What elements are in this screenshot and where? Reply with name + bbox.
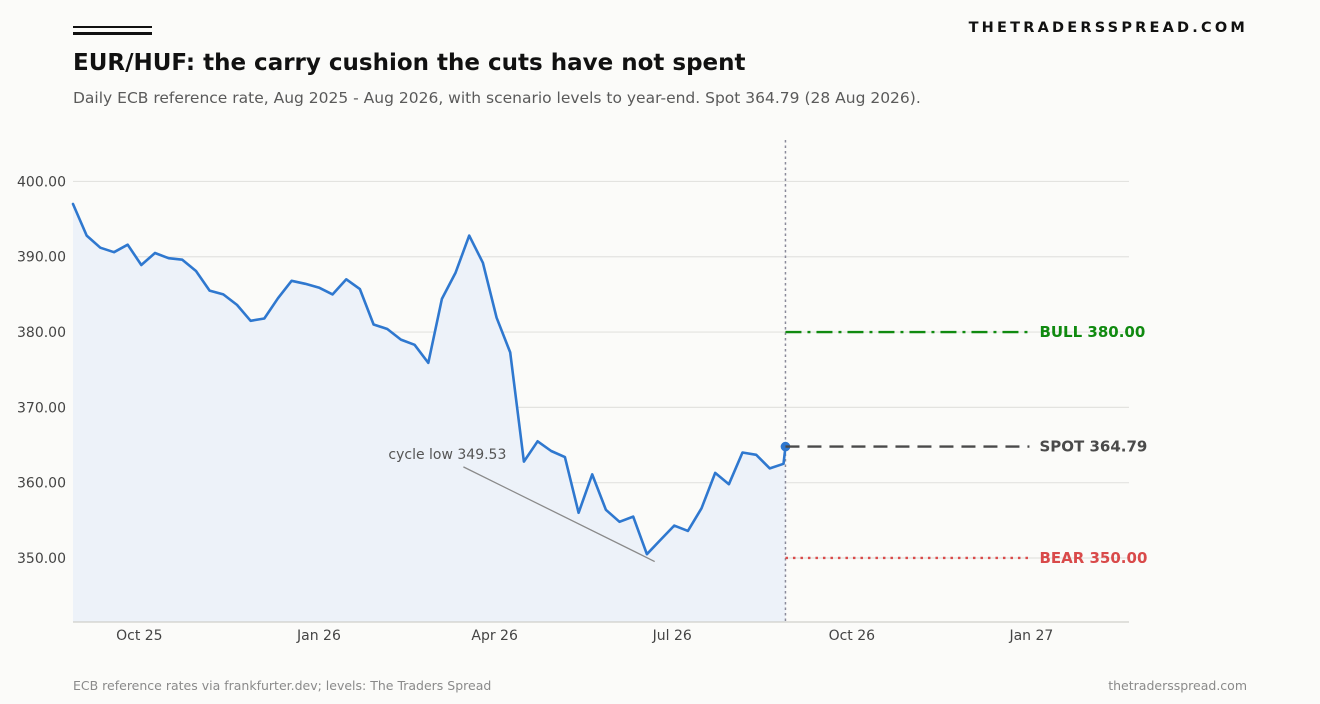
annotations: cycle low 349.53 [388, 447, 655, 563]
annotation-cycle-low: cycle low 349.53 [388, 447, 506, 463]
x-tick-label: Apr 26 [471, 628, 518, 644]
x-tick-label: Jul 26 [652, 628, 692, 644]
scenario-label-spot: SPOT 364.79 [1039, 438, 1147, 456]
x-tick-label: Jan 27 [1008, 628, 1053, 644]
x-tick-label: Jan 26 [296, 628, 341, 644]
header-rule-thin [73, 26, 152, 28]
y-tick-label: 390.00 [17, 250, 66, 266]
brand-wordmark: THETRADERSSPREAD.COM [968, 20, 1248, 36]
series-line [71, 202, 787, 556]
footer-site: thetradersspread.com [1108, 678, 1247, 693]
y-tick-label: 350.00 [17, 551, 66, 567]
page-title: EUR/HUF: the carry cushion the cuts have… [73, 50, 746, 76]
header-rule-thick [73, 32, 152, 35]
source-note: ECB reference rates via frankfurter.dev;… [73, 678, 492, 693]
y-tick-label: 400.00 [17, 174, 66, 190]
x-tick-label: Oct 25 [116, 628, 162, 644]
scenario-label-bull: BULL 380.00 [1039, 323, 1145, 341]
scenario-levels: BULL 380.00 SPOT 364.79 BEAR 350.00 [785, 323, 1147, 567]
scenario-label-bear: BEAR 350.00 [1039, 549, 1147, 567]
y-tick-label: 360.00 [17, 476, 66, 492]
annotation-leader [463, 466, 655, 563]
y-tick-label: 380.00 [17, 325, 66, 341]
x-tick-label: Oct 26 [829, 628, 876, 644]
axes: 350.00 360.00 370.00 380.00 390.00 400.00 Oct … [17, 140, 1129, 644]
series-area [73, 204, 786, 622]
y-tick-label: 370.00 [17, 400, 66, 416]
page-subtitle: Daily ECB reference rate, Aug 2025 - Aug… [73, 89, 921, 107]
area-layer [73, 204, 786, 622]
